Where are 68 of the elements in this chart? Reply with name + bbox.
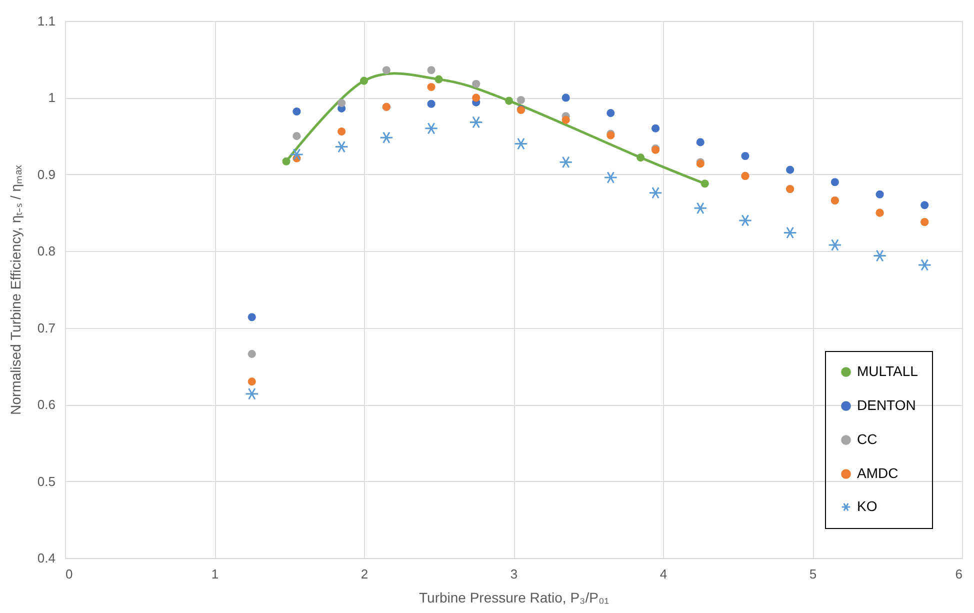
y-tick-label: 1 xyxy=(48,90,56,106)
x-axis-title: Turbine Pressure Ratio, P₃/P₀₁ xyxy=(418,590,610,606)
point xyxy=(472,94,480,102)
point xyxy=(382,66,390,74)
point xyxy=(558,156,573,168)
point xyxy=(648,186,662,199)
x-tick-label: 5 xyxy=(809,566,817,582)
point xyxy=(380,132,394,144)
x-tick-label: 6 xyxy=(955,566,962,582)
point xyxy=(424,122,438,134)
point xyxy=(504,96,514,105)
point xyxy=(338,127,346,136)
point xyxy=(876,190,884,198)
y-tick-label: 1.1 xyxy=(37,14,56,28)
legend-label: KO xyxy=(857,498,878,514)
point xyxy=(514,138,528,150)
point xyxy=(651,124,660,132)
point xyxy=(700,180,709,188)
point xyxy=(360,76,368,85)
x-tick-label: 0 xyxy=(66,566,73,582)
point xyxy=(427,82,436,91)
point xyxy=(245,388,259,400)
point xyxy=(562,94,570,102)
point xyxy=(434,75,443,84)
point xyxy=(248,378,256,386)
point xyxy=(292,108,301,116)
legend-label: AMDC xyxy=(857,465,898,481)
point xyxy=(696,138,704,146)
x-tick-label: 2 xyxy=(360,566,368,582)
point xyxy=(918,258,932,272)
legend-label: DENTON xyxy=(857,397,916,413)
y-tick-label: 0.4 xyxy=(37,550,56,566)
legend-label: CC xyxy=(857,431,878,447)
legend-label: MULTALL xyxy=(857,363,918,379)
point xyxy=(472,80,480,88)
point xyxy=(604,171,618,184)
x-tick-label: 3 xyxy=(510,566,518,582)
y-tick-label: 0.9 xyxy=(37,166,56,182)
point xyxy=(290,148,304,161)
point xyxy=(738,214,752,227)
y-tick-label: 0.6 xyxy=(37,397,56,412)
y-tick-label: 0.8 xyxy=(37,244,56,259)
point xyxy=(516,96,526,104)
point xyxy=(562,116,570,124)
point xyxy=(636,154,645,162)
y-tick-label: 0.7 xyxy=(37,320,56,336)
point xyxy=(282,157,290,166)
point xyxy=(427,66,436,74)
point xyxy=(248,350,256,358)
point xyxy=(920,201,929,210)
point xyxy=(783,226,797,239)
point xyxy=(830,178,839,186)
y-axis-title: Normalised Turbine Efficiency, ηₜ₋ₛ / ηₘₐₓ xyxy=(7,164,24,415)
point xyxy=(292,132,301,140)
y-tick-label: 0.5 xyxy=(37,474,56,489)
point xyxy=(872,250,887,262)
point xyxy=(786,166,794,174)
point xyxy=(606,109,615,118)
point xyxy=(469,116,483,128)
x-tick-label: 1 xyxy=(211,566,219,582)
point xyxy=(427,100,436,108)
x-tick-label: 4 xyxy=(660,566,668,582)
point xyxy=(334,140,348,153)
point xyxy=(741,152,750,160)
point xyxy=(248,313,256,322)
point xyxy=(694,202,708,214)
point xyxy=(828,238,842,252)
point xyxy=(338,99,346,108)
